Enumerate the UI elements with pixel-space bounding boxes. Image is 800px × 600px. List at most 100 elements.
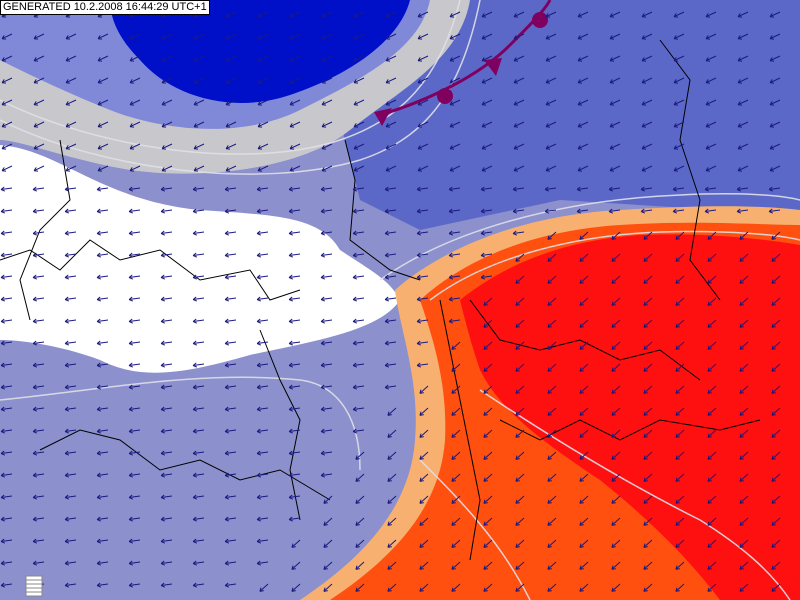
- wind-arrow: [739, 495, 749, 504]
- wind-arrow: [1, 77, 13, 84]
- wind-arrow: [320, 274, 333, 280]
- wind-arrow: [736, 186, 749, 192]
- wind-arrow: [32, 428, 45, 434]
- wind-arrow: [547, 473, 557, 482]
- blue-field: [330, 0, 800, 230]
- wind-arrow: [97, 55, 109, 62]
- wind-arrow: [547, 253, 557, 262]
- wind-arrow: [64, 296, 77, 302]
- wind-arrow: [160, 252, 173, 258]
- wind-arrow: [321, 55, 333, 62]
- wind-arrow: [579, 583, 589, 592]
- wind-arrow: [288, 230, 301, 236]
- wind-arrow: [769, 121, 781, 128]
- wind-arrow: [611, 385, 621, 394]
- wind-arrow: [224, 384, 237, 390]
- wind-arrow: [96, 362, 109, 368]
- wind-arrow: [385, 165, 397, 172]
- wind-arrow: [449, 121, 461, 128]
- wind-arrow: [739, 319, 749, 328]
- wind-arrow: [641, 77, 653, 84]
- wind-arrow: [320, 208, 333, 214]
- wind-arrow: [545, 11, 557, 18]
- wind-arrow: [96, 230, 109, 236]
- wind-arrow: [515, 385, 525, 394]
- wind-arrow: [128, 296, 141, 302]
- wind-arrow: [160, 186, 173, 192]
- wind-arrow: [515, 429, 525, 438]
- wind-arrow: [483, 297, 493, 306]
- wind-arrow: [515, 517, 525, 526]
- wind-arrow: [609, 55, 621, 62]
- wind-arrow: [353, 77, 365, 84]
- wind-arrow: [353, 143, 365, 150]
- wind-arrow: [385, 33, 397, 40]
- wind-arrow: [611, 539, 621, 548]
- wind-arrow: [193, 121, 205, 128]
- wind-arrow: [611, 275, 621, 284]
- wind-arrow: [547, 231, 557, 240]
- wind-arrow: [739, 297, 749, 306]
- wind-arrow: [449, 99, 461, 106]
- wind-arrow: [225, 121, 237, 128]
- wind-arrow: [193, 165, 205, 172]
- wind-arrow: [643, 385, 653, 394]
- wind-arrow: [736, 208, 749, 214]
- wind-arrow: [64, 252, 77, 258]
- wind-arrow: [611, 341, 621, 350]
- wind-arrow: [675, 275, 685, 284]
- wind-arrow: [416, 296, 429, 302]
- wind-arrow: [288, 450, 301, 456]
- wind-arrow: [288, 494, 301, 500]
- wind-arrow: [193, 143, 205, 150]
- wind-arrow: [611, 319, 621, 328]
- wind-arrow: [481, 121, 493, 128]
- wind-arrow: [707, 583, 717, 592]
- wind-arrow: [129, 77, 141, 84]
- wind-arrow: [160, 494, 173, 500]
- wind-arrow: [483, 495, 493, 504]
- wind-arrow: [288, 428, 301, 434]
- wind-arrow: [737, 121, 749, 128]
- wind-arrow: [32, 318, 45, 324]
- wind-arrow: [705, 121, 717, 128]
- wind-arrow: [0, 494, 13, 500]
- wind-arrow: [643, 319, 653, 328]
- wind-arrow: [96, 428, 109, 434]
- wind-arrow: [288, 340, 301, 346]
- wind-arrow: [483, 583, 493, 592]
- wind-arrow: [704, 186, 717, 192]
- wind-arrow: [448, 186, 461, 192]
- wind-arrow: [193, 33, 205, 40]
- wind-arrow: [451, 341, 461, 350]
- wind-arrow: [451, 473, 461, 482]
- wind-arrow: [515, 451, 525, 460]
- wind-arrow: [544, 208, 557, 214]
- wind-arrow: [320, 362, 333, 368]
- wind-arrow: [579, 473, 589, 482]
- wind-arrow: [483, 429, 493, 438]
- wind-arrow: [384, 384, 397, 390]
- wind-arrow: [739, 341, 749, 350]
- wind-arrow: [417, 33, 429, 40]
- wind-arrow: [64, 472, 77, 478]
- wind-arrow: [739, 517, 749, 526]
- wind-arrow: [128, 274, 141, 280]
- wind-arrow: [96, 450, 109, 456]
- wind-arrow: [160, 362, 173, 368]
- wind-arrow: [739, 407, 749, 416]
- wind-arrow: [545, 99, 557, 106]
- wind-arrow: [289, 77, 301, 84]
- wind-arrow: [323, 495, 333, 504]
- wind-arrow: [64, 560, 77, 566]
- wind-arrow: [384, 318, 397, 324]
- wind-arrow: [387, 473, 397, 482]
- wind-arrow: [416, 230, 429, 236]
- wind-arrow: [643, 275, 653, 284]
- wind-arrow: [160, 208, 173, 214]
- wind-arrow: [1, 121, 13, 128]
- wind-arrow: [448, 208, 461, 214]
- wind-arrow: [321, 99, 333, 106]
- wind-arrow: [739, 539, 749, 548]
- wind-arrow: [355, 583, 365, 592]
